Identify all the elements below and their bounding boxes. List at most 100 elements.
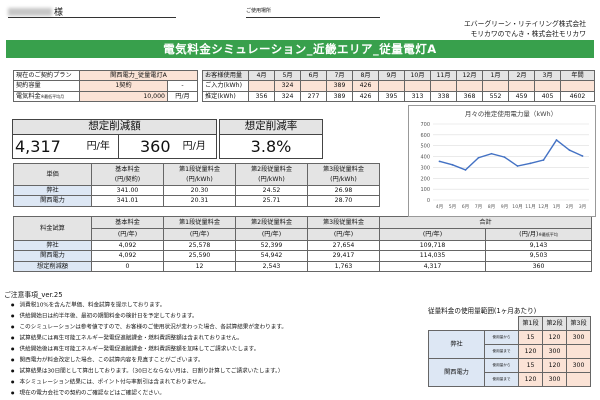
chart-data-point: [490, 152, 493, 155]
usage-estimate-cell: 459: [508, 90, 535, 103]
bill-label-cell: 電気料金※最低平均月: [13, 90, 80, 103]
chart-y-tick-label: 100: [420, 187, 430, 193]
unit-col-unit: (円/kWh): [330, 175, 357, 183]
trial-col-unit: (円/年): [307, 228, 380, 241]
unit-table-corner: 単価: [13, 163, 92, 186]
unit-row-value: 28.70: [307, 195, 380, 207]
trial-row-value: 25,590: [163, 250, 236, 262]
chart-title: 月々の推定使用電力量（kWh）: [465, 109, 557, 118]
range-cell: 120: [542, 330, 567, 345]
usage-month-header: 5月: [274, 69, 301, 82]
note-item: 関西電力が料金改定した場合、この試算内容を見直すことがございます。: [11, 355, 287, 366]
range-cell: 300: [566, 330, 591, 345]
contract-cap-unit: -: [167, 80, 198, 92]
range-col-header: 第2段: [542, 316, 567, 331]
contract-cap-label: 契約容量: [13, 80, 80, 92]
unit-col-title: 第3段従量料金: [322, 166, 365, 174]
usage-header-label: お客様使用量: [202, 69, 249, 82]
chart-data-point: [568, 149, 571, 152]
trial-row-value: 360: [485, 260, 592, 273]
company-name-1: エバーグリーン・リテイリング株式会社: [463, 20, 586, 28]
usage-estimate-cell: 338: [430, 90, 457, 103]
unit-row-label: 関西電力: [13, 195, 92, 207]
usage-estimate-cell: 324: [274, 90, 301, 103]
unit-row-value: 20.30: [163, 184, 236, 197]
current-plan-value: 関西電力_従量電灯A: [79, 69, 198, 82]
unit-col-title: 第1段従量料金: [178, 166, 221, 174]
usage-input-cell: [378, 80, 405, 92]
current-plan-label: 現在のご契約プラン: [13, 69, 80, 82]
chart-data-point: [477, 156, 480, 159]
chart-x-tick-label: 12月: [538, 204, 548, 210]
chart-data-point: [529, 162, 532, 165]
plan-table: 現在のご契約プラン 関西電力_従量電灯A 契約容量 1契約 - 電気料金※最低平…: [13, 69, 198, 103]
range-cell: 300: [542, 372, 567, 387]
trial-row-value: 0: [91, 260, 164, 273]
trial-col-title: 第3段従量料金: [307, 216, 380, 229]
note-item: 消費税10%を含んだ単価、料金試算を提示しております。: [11, 300, 287, 311]
chart-x-tick-label: 9月: [501, 204, 509, 210]
unit-row-value: 26.98: [307, 184, 380, 197]
unit-row-value: 341.01: [91, 195, 164, 207]
trial-row-value: 109,718: [379, 239, 486, 252]
chart-y-tick-label: 400: [420, 155, 430, 161]
range-row-label: 使用量まで: [484, 344, 519, 359]
range-cell: 120: [518, 344, 543, 359]
trial-row-value: 9,143: [485, 239, 592, 252]
range-cell: [566, 344, 591, 359]
note-item: 試算結果は30日間として算出しております。（30日とならない月は、日割り計算して…: [11, 366, 287, 377]
chart-y-tick-label: 700: [420, 122, 430, 128]
usage-month-header: 4月: [248, 69, 275, 82]
trial-table-row: 弊社 4,092 25,578 52,399 27,654 109,718 9,143: [13, 239, 592, 252]
chart-data-point: [542, 159, 545, 161]
trial-total-header: 合計: [379, 216, 592, 229]
savings-amount-header: 想定削減額: [12, 119, 217, 135]
unit-row-value: 341.00: [91, 184, 164, 197]
chart-data-point: [581, 155, 584, 157]
location-label: ご使用場所: [246, 8, 272, 14]
chart-y-tick-label: 500: [420, 144, 430, 150]
range-row-label: 使用量まで: [484, 372, 519, 387]
unit-row-value: 24.52: [235, 184, 308, 197]
trial-row-label: 想定削減額: [13, 260, 92, 273]
trial-col-unit: (円/年): [163, 228, 236, 241]
range-cell: [566, 372, 591, 387]
range-table-corner: [429, 317, 519, 331]
usage-range-title: 従量料金の使用量範囲(1ヶ月あたり): [428, 307, 537, 315]
usage-estimate-cell: 426: [352, 90, 379, 103]
unit-col-title: 基本料金: [115, 166, 140, 174]
usage-input-cell: [560, 80, 595, 92]
chart-y-tick-label: 200: [420, 176, 430, 182]
range-cell: 15: [518, 358, 543, 373]
contract-cap-value: 1契約: [79, 80, 168, 92]
usage-month-header: 2月: [508, 69, 535, 82]
range-group-label: 関西電力: [428, 358, 485, 387]
usage-input-cell: [534, 80, 561, 92]
range-row: 関西電力 使用量から 15 120 300: [428, 358, 591, 387]
usage-month-header: 9月: [378, 69, 405, 82]
trial-total-note: ※最低平均: [538, 231, 558, 237]
usage-month-header: 1月: [482, 69, 509, 82]
usage-input-cell: [248, 80, 275, 92]
usage-month-header: 7月: [326, 69, 353, 82]
unit-col-header: 第3段従量料金 (円/kWh): [307, 163, 380, 186]
savings-amount-value: 4,317: [12, 134, 79, 159]
trial-calc-table: 料金試算 基本料金 第1段従量料金 第2段従量料金 第3段従量料金 合計 (円/年) (円…: [13, 216, 592, 273]
unit-price-table: 単価 基本料金 (円/契約) 第1段従量料金 (円/kWh) 第2段従量料金 (円/kWh)…: [13, 163, 380, 207]
trial-total-year: (円/年): [379, 228, 486, 241]
redacted-name: [8, 7, 52, 16]
usage-input-cell: 426: [352, 80, 379, 92]
chart-data-point: [516, 165, 519, 167]
bill-unit: 円/月: [167, 90, 198, 103]
note-item: このシミュレーションは参考値ですので、お客様のご使用状況が変わった場合、各試算結…: [11, 322, 288, 333]
usage-estimate-cell: 389: [326, 90, 353, 103]
trial-col-title: 第2段従量料金: [235, 216, 308, 229]
unit-col-title: 第2段従量料金: [250, 166, 293, 174]
trial-col-unit: (円/年): [91, 228, 164, 241]
savings-amount-unit-year: 円/年: [78, 134, 119, 159]
savings-rate-header: 想定削減率: [219, 119, 323, 135]
chart-x-tick-label: 5月: [449, 204, 457, 210]
customer-suffix: 様: [54, 8, 64, 18]
usage-input-cell: 389: [326, 80, 353, 92]
unit-row-value: 25.71: [235, 195, 308, 207]
